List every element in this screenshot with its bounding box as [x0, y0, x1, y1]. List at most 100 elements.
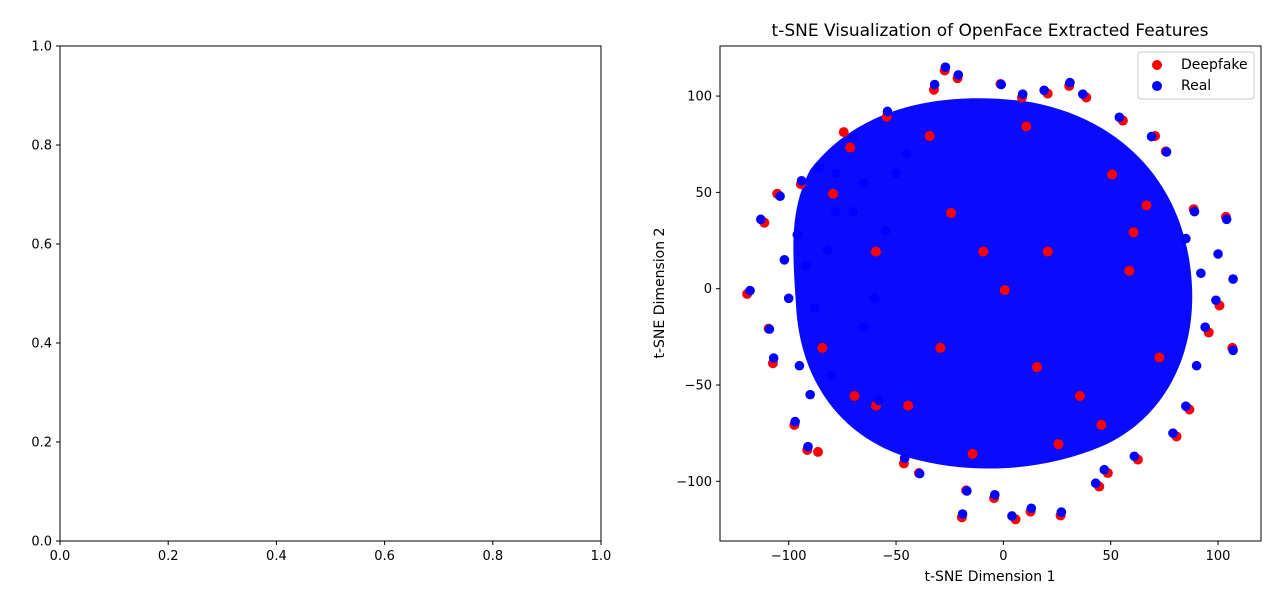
point-real: [1057, 507, 1067, 517]
x-tick-label: 50: [1102, 549, 1119, 564]
point-deepfake: [903, 401, 913, 411]
point-real: [780, 255, 790, 265]
point-deepfake: [1053, 439, 1063, 449]
point-deepfake: [839, 127, 849, 137]
x-tick-label: −100: [771, 549, 807, 564]
y-tick-label: 50: [695, 186, 712, 201]
point-real: [801, 261, 811, 271]
point-real: [848, 132, 858, 142]
legend-marker-deepfake: [1152, 60, 1162, 70]
point-real: [891, 168, 901, 178]
y-tick-label: 0.2: [31, 436, 52, 451]
dense-point-cloud: [793, 98, 1192, 468]
point-deepfake: [817, 343, 827, 353]
point-deepfake: [850, 391, 860, 401]
point-real: [810, 303, 820, 313]
point-real: [953, 70, 963, 80]
y-tick-label: 1.0: [31, 40, 52, 55]
point-real: [814, 163, 824, 173]
point-real: [915, 469, 925, 479]
point-real: [803, 442, 813, 452]
point-real: [1211, 295, 1221, 305]
point-real: [1222, 215, 1232, 225]
point-deepfake: [1043, 247, 1053, 257]
point-real: [1026, 503, 1036, 513]
point-real: [1147, 132, 1157, 142]
y-tick-label: 0.0: [31, 535, 52, 550]
point-real: [831, 168, 841, 178]
left-plot-frame: [60, 46, 601, 541]
point-real: [859, 178, 869, 188]
x-tick-label: 0.6: [374, 549, 395, 564]
point-real: [1162, 147, 1172, 157]
point-real: [790, 417, 800, 427]
point-real: [1228, 346, 1238, 356]
point-real: [1078, 89, 1088, 99]
point-real: [795, 361, 805, 371]
point-real: [996, 80, 1006, 90]
point-deepfake: [1021, 121, 1031, 131]
point-real: [775, 191, 785, 201]
x-tick-label: 0.2: [158, 549, 179, 564]
y-tick-label: −50: [685, 378, 712, 393]
x-tick-label: 0.8: [482, 549, 503, 564]
point-real: [1200, 322, 1210, 332]
point-real: [1115, 112, 1125, 122]
point-real: [1213, 249, 1223, 259]
legend-label-deepfake: Deepfake: [1181, 57, 1248, 73]
point-real: [765, 324, 775, 334]
point-real: [823, 245, 833, 255]
point-real: [859, 322, 869, 332]
x-axis-label: t-SNE Dimension 1: [925, 569, 1056, 585]
point-real: [797, 176, 807, 186]
point-real: [1018, 89, 1028, 99]
point-real: [902, 149, 912, 159]
point-real: [784, 294, 794, 304]
point-deepfake: [1032, 362, 1042, 372]
y-tick-label: 0.8: [31, 139, 52, 154]
y-axis-label: t-SNE Dimension 2: [652, 228, 668, 359]
point-real: [831, 207, 841, 217]
point-real: [1196, 268, 1206, 278]
point-real: [941, 62, 951, 72]
point-real: [1065, 78, 1075, 88]
x-tick-label: 1.0: [591, 549, 612, 564]
point-real: [874, 396, 884, 406]
point-real: [1228, 274, 1238, 284]
point-deepfake: [813, 447, 823, 457]
point-real: [1130, 451, 1140, 461]
point-deepfake: [1129, 227, 1139, 237]
legend: Deepfake Real: [1138, 52, 1254, 99]
y-tick-label: 0.6: [31, 238, 52, 253]
point-deepfake: [1096, 420, 1106, 430]
point-real: [1192, 361, 1202, 371]
point-real: [792, 230, 802, 240]
point-real: [1007, 511, 1017, 521]
x-tick-label: 0: [999, 549, 1007, 564]
point-deepfake: [946, 208, 956, 218]
point-real: [930, 80, 940, 90]
x-tick-label: −50: [882, 549, 909, 564]
point-real: [745, 286, 755, 296]
point-real: [756, 215, 766, 225]
point-deepfake: [828, 189, 838, 199]
point-real: [1168, 428, 1178, 438]
point-real: [805, 390, 815, 400]
point-real: [827, 371, 837, 381]
point-deepfake: [1000, 285, 1010, 295]
point-deepfake: [845, 143, 855, 153]
x-tick-label: 0.4: [266, 549, 287, 564]
legend-marker-real: [1152, 81, 1162, 91]
point-real: [848, 207, 858, 217]
y-tick-label: 100: [687, 90, 712, 105]
point-real: [990, 490, 1000, 500]
point-deepfake: [925, 131, 935, 141]
x-tick-label: 100: [1206, 549, 1231, 564]
point-deepfake: [1107, 170, 1117, 180]
point-deepfake: [935, 343, 945, 353]
point-real: [1181, 234, 1191, 244]
point-deepfake: [978, 247, 988, 257]
point-real: [1039, 85, 1049, 95]
point-real: [1091, 478, 1101, 488]
